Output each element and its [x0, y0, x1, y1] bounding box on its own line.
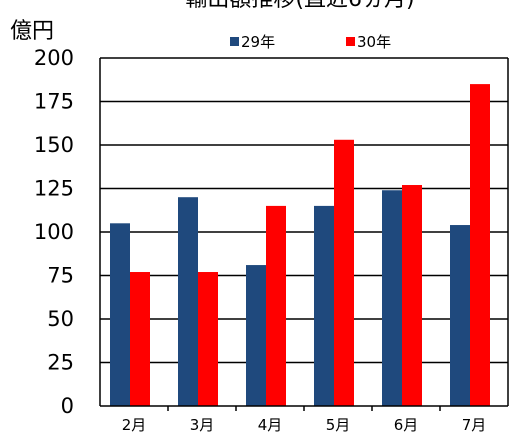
- y-tick-label: 25: [47, 351, 74, 375]
- x-tick-label: 3月: [190, 416, 215, 434]
- x-tick-label: 5月: [326, 416, 351, 434]
- y-tick-label: 175: [34, 90, 74, 114]
- x-tick-label: 7月: [462, 416, 487, 434]
- bar-series1-4: [382, 190, 402, 406]
- gridlines: [100, 57, 508, 364]
- bar-series1-5: [450, 225, 470, 406]
- bar-series2-3: [334, 139, 354, 406]
- legend-swatch: [230, 37, 239, 46]
- bars: [110, 84, 490, 406]
- y-tick-label: 200: [34, 46, 74, 70]
- y-tick-labels: 0 25 50 75 100 125 150 175 200: [34, 46, 74, 418]
- y-axis-unit-label: 億円: [10, 19, 54, 44]
- bar-series2-0: [130, 272, 150, 406]
- legend-swatch: [346, 37, 355, 46]
- bar-series2-5: [470, 84, 490, 406]
- bar-series2-4: [402, 185, 422, 406]
- legend-label: 29年: [241, 33, 275, 51]
- y-tick-label: 150: [34, 133, 74, 157]
- x-tick-label: 6月: [394, 416, 419, 434]
- y-tick-label: 125: [34, 177, 74, 201]
- bar-series2-1: [198, 272, 218, 406]
- x-tick-label: 4月: [258, 416, 283, 434]
- bar-series2-2: [266, 205, 286, 406]
- axes: [99, 58, 509, 411]
- legend: 29年 30年: [230, 33, 391, 51]
- y-tick-label: 100: [34, 220, 74, 244]
- bar-series1-1: [178, 197, 198, 406]
- bar-series1-3: [314, 205, 334, 406]
- bar-series1-2: [246, 265, 266, 406]
- bar-series1-0: [110, 223, 130, 406]
- y-tick-label: 75: [47, 264, 74, 288]
- y-tick-label: 50: [47, 307, 74, 331]
- x-tick-labels: 2月 3月 4月 5月 6月 7月: [122, 416, 487, 434]
- legend-label: 30年: [357, 33, 391, 51]
- y-tick-label: 0: [61, 394, 74, 418]
- x-tick-label: 2月: [122, 416, 147, 434]
- chart-title: 輸出額推移(直近6ヵ月): [185, 0, 414, 12]
